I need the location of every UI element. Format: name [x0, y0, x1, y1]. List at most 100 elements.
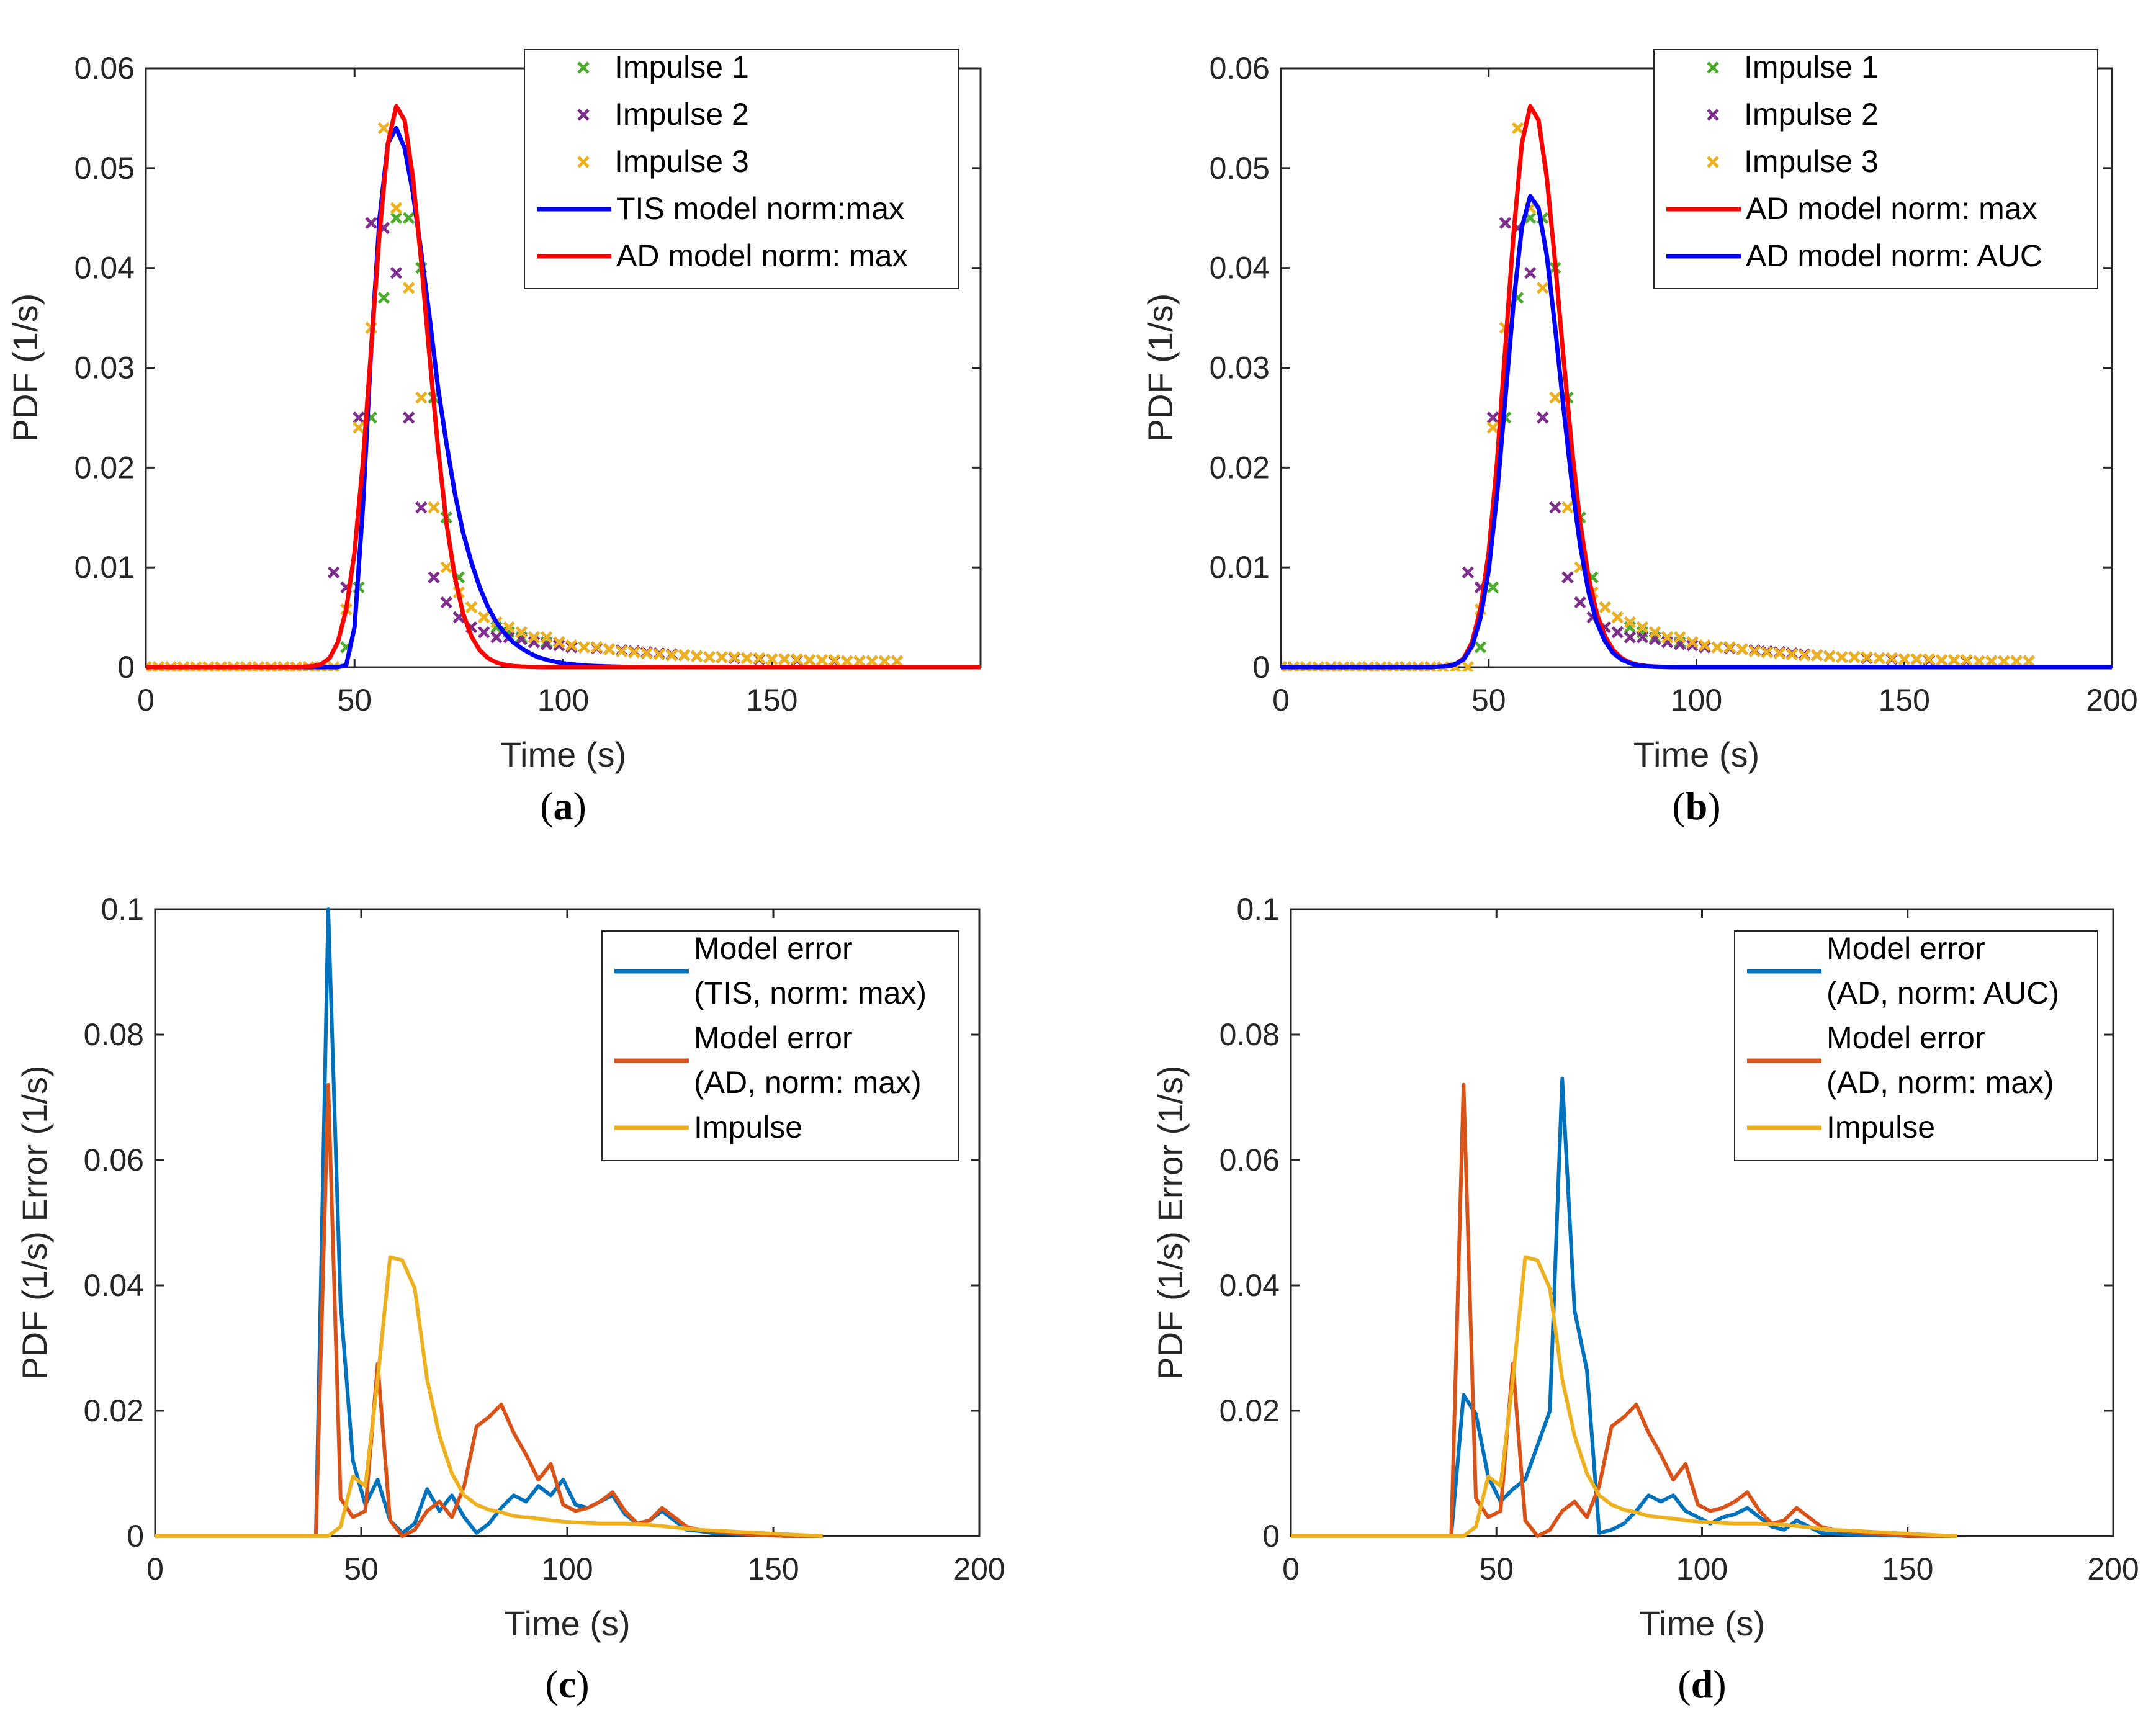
panel-caption-letter: a [554, 784, 573, 828]
data-point-x-marker [1611, 626, 1624, 639]
x-tick-label: 150 [746, 683, 797, 717]
data-point-x-marker [402, 282, 415, 294]
legend-label: Impulse [694, 1110, 802, 1144]
data-point-x-marker [740, 652, 753, 665]
data-point-x-marker [1935, 654, 1948, 667]
x-tick-label: 200 [2087, 1552, 2139, 1586]
data-point-x-marker [1910, 653, 1923, 665]
data-point-x-marker [1281, 661, 1287, 671]
legend-label: AD model norm: max [1746, 191, 2037, 226]
data-point-x-marker [477, 611, 490, 624]
data-point-x-marker [1648, 626, 1661, 639]
y-tick-label: 0.03 [74, 351, 135, 385]
data-point-x-marker [1624, 631, 1637, 644]
data-point-x-marker [1736, 643, 1748, 655]
legend-marker-icon [577, 156, 590, 168]
y-tick-label: 0.02 [74, 450, 135, 485]
y-tick-label: 0.06 [74, 51, 135, 86]
y-tick-label: 0.04 [74, 251, 135, 286]
legend-label: Model error [1826, 1020, 1985, 1055]
y-tick-label: 0.03 [1210, 351, 1270, 385]
legend-label: (AD, norm: max) [694, 1065, 922, 1100]
data-point-x-marker [1798, 649, 1811, 662]
data-point-x-marker [2023, 655, 2035, 668]
data-point-x-marker [1810, 649, 1823, 662]
legend-marker-icon [577, 61, 590, 74]
data-point-x-marker [690, 650, 703, 663]
y-tick-label: 0.06 [1219, 1143, 1280, 1177]
data-point-x-marker [703, 651, 716, 663]
x-tick-label: 0 [137, 683, 155, 717]
data-point-x-marker [1885, 652, 1898, 665]
legend-marker-icon [1707, 61, 1719, 74]
legend-box [1653, 49, 2098, 289]
x-axis-label: Time (s) [500, 735, 626, 774]
x-tick-label: 200 [953, 1552, 1005, 1586]
data-point-x-marker [428, 571, 440, 584]
data-point-x-marker [402, 212, 415, 225]
data-point-x-marker [428, 501, 440, 514]
x-tick-label: 100 [1676, 1552, 1728, 1586]
data-point-x-marker [327, 566, 340, 578]
data-point-x-marker [578, 641, 590, 654]
legend-label: (TIS, norm: max) [694, 976, 927, 1010]
data-point-x-marker [1972, 655, 1985, 668]
chart-panel-d: 0 50 100 150 200 0 0.02 0.04 0.06 0.08 0.1 Time (s)… [1151, 892, 2139, 1706]
data-point-x-marker [540, 631, 553, 644]
data-point-x-marker [390, 202, 403, 214]
x-tick-label: 200 [2086, 683, 2137, 717]
legend-item: Impulse 1 [1707, 50, 1879, 84]
data-point-x-marker [678, 649, 691, 662]
legend-item: Model error (AD, norm: AUC) [1747, 931, 2059, 1010]
y-tick-label: 0.01 [74, 550, 135, 585]
y-tick-label: 0 [117, 650, 135, 685]
data-point-x-marker [1636, 621, 1649, 634]
data-point-x-marker [1549, 501, 1561, 514]
legend-label: (AD, norm: max) [1826, 1065, 2054, 1100]
data-point-x-marker [1723, 641, 1736, 654]
y-axis-label: PDF (1/s) Error (1/s) [1151, 1065, 1190, 1380]
data-point-x-marker [353, 411, 365, 424]
x-axis-label: Time (s) [504, 1604, 630, 1643]
data-point-x-marker [415, 501, 428, 514]
legend-label: Model error [694, 931, 853, 966]
data-point-x-marker [1462, 661, 1475, 671]
data-point-x-marker [1561, 501, 1574, 514]
data-point-x-marker [1574, 596, 1586, 609]
data-point-x-marker [1699, 639, 1711, 652]
data-point-x-marker [390, 212, 403, 225]
legend-item: Impulse [1747, 1110, 1935, 1144]
data-point-x-marker [515, 626, 528, 639]
legend-item: TIS model norm:max [537, 191, 904, 226]
legend-label: TIS model norm:max [616, 191, 904, 226]
y-axis-label: PDF (1/s) [1141, 294, 1180, 443]
data-point-x-marker [866, 655, 878, 668]
data-point-x-marker [1823, 650, 1836, 663]
y-tick-label: 0.02 [84, 1393, 144, 1428]
data-point-x-marker [1785, 648, 1799, 660]
data-point-x-marker [1873, 652, 1885, 665]
data-point-x-marker [415, 391, 428, 404]
data-point-x-marker [1898, 653, 1911, 665]
x-tick-label: 150 [1879, 683, 1930, 717]
legend-marker-icon [1707, 109, 1719, 121]
data-point-x-marker [477, 626, 490, 639]
data-point-x-marker [640, 647, 653, 660]
y-tick-label: 0.02 [1210, 450, 1270, 485]
data-point-x-marker [603, 643, 616, 655]
x-tick-label: 50 [1479, 1552, 1514, 1586]
legend-label: Impulse 3 [614, 144, 749, 179]
legend-box [524, 49, 959, 289]
x-tick-label: 150 [747, 1552, 799, 1586]
data-point-x-marker [440, 561, 452, 573]
panel-caption: (c) [545, 1662, 589, 1706]
data-point-x-marker [1486, 421, 1499, 434]
data-point-x-marker [753, 652, 766, 665]
legend: Model error (TIS, norm: max) Model error (A… [601, 930, 959, 1161]
legend-marker-icon [577, 109, 590, 121]
data-point-x-marker [465, 601, 478, 614]
data-point-x-marker [1998, 655, 2010, 668]
data-point-x-marker [1486, 581, 1499, 594]
x-tick-label: 50 [1471, 683, 1506, 717]
